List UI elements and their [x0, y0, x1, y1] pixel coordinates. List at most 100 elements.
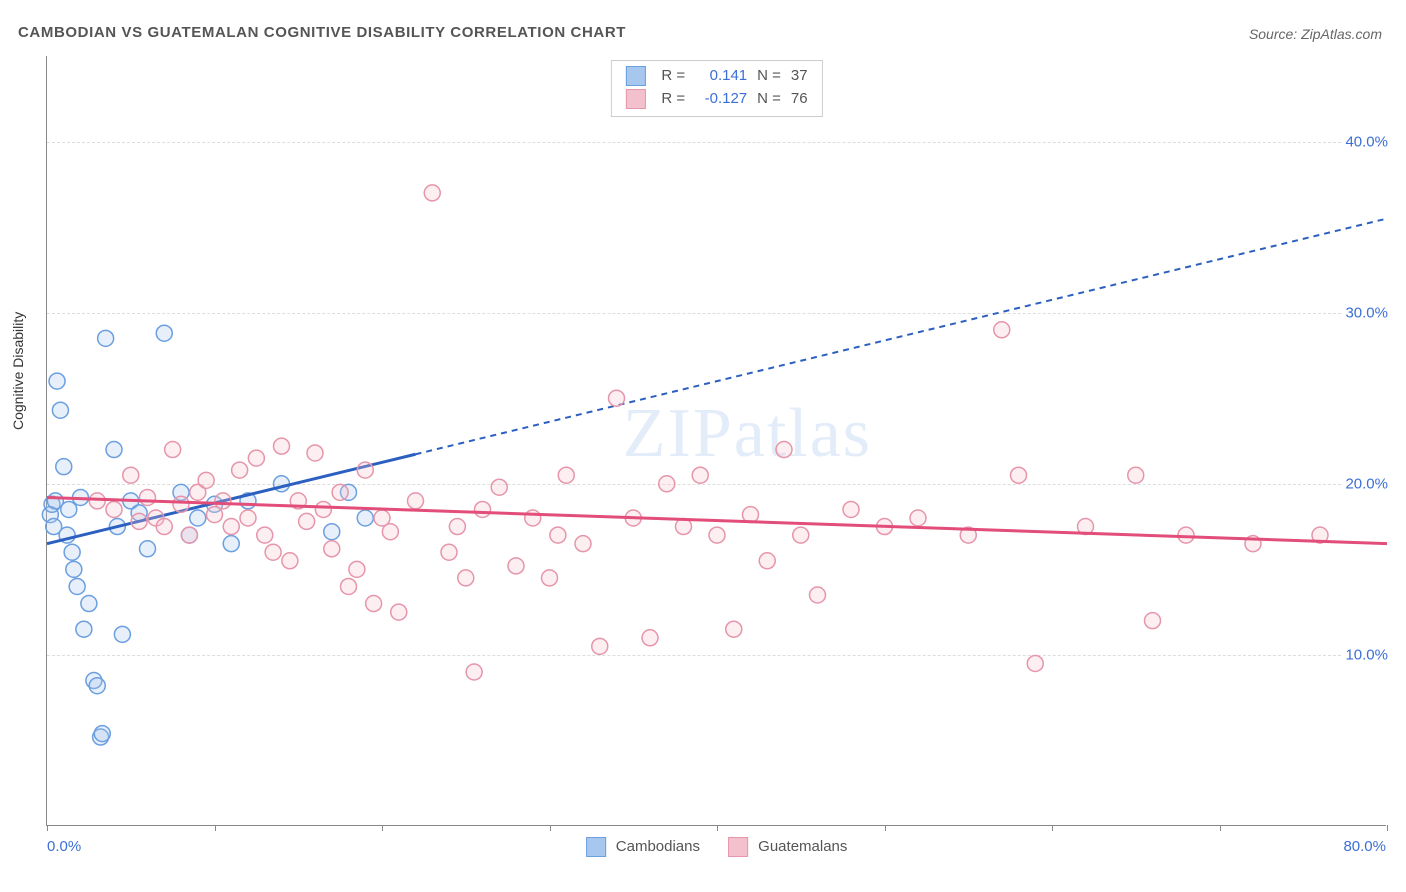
data-point	[366, 596, 382, 612]
data-point	[475, 501, 491, 517]
data-point	[592, 638, 608, 654]
data-point	[659, 476, 675, 492]
data-point	[550, 527, 566, 543]
data-point	[265, 544, 281, 560]
data-point	[315, 501, 331, 517]
x-tick	[215, 825, 216, 831]
stats-r-value-cambodian: 0.141	[695, 65, 747, 88]
x-axis-max-label: 80.0%	[1343, 838, 1386, 855]
data-point	[349, 561, 365, 577]
legend-square-icon	[728, 837, 748, 857]
source-attribution: Source: ZipAtlas.com	[1249, 26, 1382, 42]
data-point	[759, 553, 775, 569]
y-axis-label: Cognitive Disability	[10, 312, 26, 430]
data-point	[793, 527, 809, 543]
stats-n-value-cambodian: 37	[791, 65, 808, 88]
data-point	[341, 578, 357, 594]
data-point	[382, 524, 398, 540]
x-tick	[1220, 825, 1221, 831]
stats-r-value-guatemalan: -0.127	[695, 88, 747, 111]
stats-n-label: N =	[757, 88, 781, 111]
x-tick	[1387, 825, 1388, 831]
stats-n-label: N =	[757, 65, 781, 88]
x-tick	[550, 825, 551, 831]
data-point	[106, 442, 122, 458]
data-point	[491, 479, 507, 495]
legend-square-icon	[586, 837, 606, 857]
data-point	[240, 510, 256, 526]
data-point	[140, 541, 156, 557]
data-point	[56, 459, 72, 475]
data-point	[140, 489, 156, 505]
data-point	[642, 630, 658, 646]
legend-item-guatemalan: Guatemalans	[728, 837, 847, 857]
data-point	[525, 510, 541, 526]
x-tick	[885, 825, 886, 831]
data-point	[66, 561, 82, 577]
data-point	[408, 493, 424, 509]
data-point	[190, 510, 206, 526]
data-point	[198, 472, 214, 488]
legend-square-guatemalan	[625, 89, 645, 109]
data-point	[324, 541, 340, 557]
plot-area: ZIPatlas 10.0%20.0%30.0%40.0% R = 0.141 …	[46, 56, 1386, 826]
stats-r-label: R =	[661, 65, 685, 88]
data-point	[307, 445, 323, 461]
data-point	[458, 570, 474, 586]
data-point	[810, 587, 826, 603]
scatter-svg	[47, 56, 1386, 825]
stats-r-label: R =	[661, 88, 685, 111]
data-point	[910, 510, 926, 526]
data-point	[69, 578, 85, 594]
data-point	[61, 501, 77, 517]
data-point	[98, 330, 114, 346]
data-point	[89, 678, 105, 694]
x-axis-min-label: 0.0%	[47, 838, 81, 855]
legend-label-cambodian: Cambodians	[616, 838, 700, 855]
data-point	[49, 373, 65, 389]
data-point	[1145, 613, 1161, 629]
data-point	[542, 570, 558, 586]
data-point	[173, 496, 189, 512]
data-point	[123, 467, 139, 483]
legend-item-cambodian: Cambodians	[586, 837, 700, 857]
data-point	[1128, 467, 1144, 483]
chart-title: CAMBODIAN VS GUATEMALAN COGNITIVE DISABI…	[18, 24, 626, 41]
data-point	[558, 467, 574, 483]
data-point	[994, 322, 1010, 338]
data-point	[248, 450, 264, 466]
data-point	[299, 513, 315, 529]
data-point	[181, 527, 197, 543]
data-point	[692, 467, 708, 483]
stats-legend-box: R = 0.141 N = 37 R = -0.127 N = 76	[610, 60, 822, 117]
legend-square-cambodian	[625, 66, 645, 86]
data-point	[709, 527, 725, 543]
data-point	[575, 536, 591, 552]
data-point	[449, 519, 465, 535]
data-point	[223, 519, 239, 535]
data-point	[215, 493, 231, 509]
data-point	[64, 544, 80, 560]
legend-label-guatemalan: Guatemalans	[758, 838, 847, 855]
trendline-dashed	[416, 219, 1388, 455]
data-point	[508, 558, 524, 574]
bottom-legend: Cambodians Guatemalans	[586, 837, 848, 857]
stats-n-value-guatemalan: 76	[791, 88, 808, 111]
data-point	[106, 501, 122, 517]
data-point	[332, 484, 348, 500]
data-point	[232, 462, 248, 478]
data-point	[282, 553, 298, 569]
data-point	[324, 524, 340, 540]
x-tick	[382, 825, 383, 831]
data-point	[357, 510, 373, 526]
data-point	[52, 402, 68, 418]
data-point	[81, 596, 97, 612]
data-point	[257, 527, 273, 543]
data-point	[424, 185, 440, 201]
stats-row-guatemalan: R = -0.127 N = 76	[625, 88, 807, 111]
data-point	[274, 438, 290, 454]
data-point	[441, 544, 457, 560]
x-tick	[47, 825, 48, 831]
data-point	[94, 726, 110, 742]
stats-row-cambodian: R = 0.141 N = 37	[625, 65, 807, 88]
